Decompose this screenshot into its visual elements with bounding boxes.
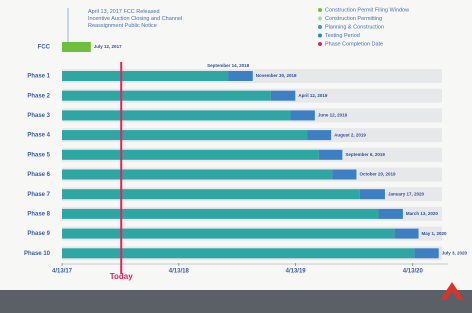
- row-label: FCC: [38, 45, 51, 51]
- end-date-label: March 13, 2020: [406, 211, 439, 216]
- start-date-label: September 14, 2018: [207, 63, 250, 68]
- row-label: Phase 10: [24, 251, 51, 257]
- x-tick-label: 4/13/20: [403, 269, 424, 275]
- gantt-bar: [62, 170, 332, 180]
- annotation-line: Incentive Auction Closing and Channel: [88, 16, 182, 22]
- row-label: Phase 5: [27, 152, 50, 158]
- gantt-bar: [319, 150, 343, 160]
- end-date-label: July 3, 2020: [442, 250, 468, 255]
- end-date-label: June 12, 2019: [318, 113, 348, 118]
- annotation-line: April 13, 2017 FCC Released: [88, 9, 160, 15]
- row-label: Phase 3: [27, 113, 50, 119]
- row-label: Phase 4: [27, 133, 50, 139]
- gantt-bar: [379, 209, 403, 219]
- gantt-bar: [62, 71, 228, 81]
- gantt-bar: [271, 91, 296, 101]
- gantt-bar: [62, 130, 307, 140]
- end-date-label: January 17, 2020: [388, 191, 425, 196]
- gantt-bar: [291, 110, 315, 120]
- row-label: Phase 1: [27, 74, 50, 80]
- gantt-bar: [62, 42, 91, 52]
- row-label: Phase 7: [27, 192, 50, 198]
- legend-marker: [318, 8, 322, 12]
- legend-label: Planning & Construction: [325, 24, 384, 30]
- x-tick-label: 4/13/18: [169, 269, 190, 275]
- x-tick-label: 4/13/19: [286, 269, 307, 275]
- end-date-label: August 2, 2019: [334, 132, 366, 137]
- gantt-bar: [62, 189, 360, 199]
- gantt-bar: [62, 209, 379, 219]
- legend-label: Phase Completion Date: [325, 41, 383, 47]
- legend-marker: [318, 17, 322, 21]
- legend-marker: [318, 34, 322, 38]
- end-date-label: November 30, 2018: [256, 73, 297, 78]
- legend-marker: [318, 25, 322, 29]
- gantt-bar: [414, 248, 438, 258]
- end-date-label: April 12, 2019: [298, 93, 328, 98]
- gantt-bar: [332, 170, 356, 180]
- end-date-label: October 20, 2019: [359, 172, 396, 177]
- slide-photo: April 13, 2017 FCC ReleasedIncentive Auc…: [0, 0, 472, 313]
- end-date-label: July 12, 2017: [94, 44, 122, 49]
- legend-label: Construction Permitting: [325, 16, 382, 22]
- end-date-label: September 6, 2019: [345, 152, 385, 157]
- gantt-bar: [62, 150, 319, 160]
- legend-label: Construction Permit Filing Window: [325, 7, 409, 13]
- gantt-bar: [360, 189, 385, 199]
- gantt-bar: [62, 229, 394, 239]
- page: {"chart_data": { "type": "gantt", "annot…: [0, 0, 472, 313]
- annotation-line: Reassignment Public Notice: [88, 23, 157, 29]
- gantt-bar: [62, 248, 414, 258]
- gantt-bar: [228, 71, 253, 81]
- x-tick-label: 4/13/17: [52, 269, 73, 275]
- end-date-label: May 1, 2020: [422, 231, 448, 236]
- today-label: Today: [110, 272, 134, 281]
- row-label: Phase 6: [27, 172, 50, 178]
- row-label: Phase 9: [27, 231, 50, 237]
- row-label: Phase 8: [27, 211, 50, 217]
- legend-label: Testing Period: [325, 33, 360, 39]
- row-label: Phase 2: [27, 93, 50, 99]
- legend-marker: [318, 42, 322, 46]
- gantt-bar: [62, 110, 291, 120]
- gantt-bar: [307, 130, 331, 140]
- gantt-bar: [394, 229, 418, 239]
- gantt-bar: [62, 91, 271, 101]
